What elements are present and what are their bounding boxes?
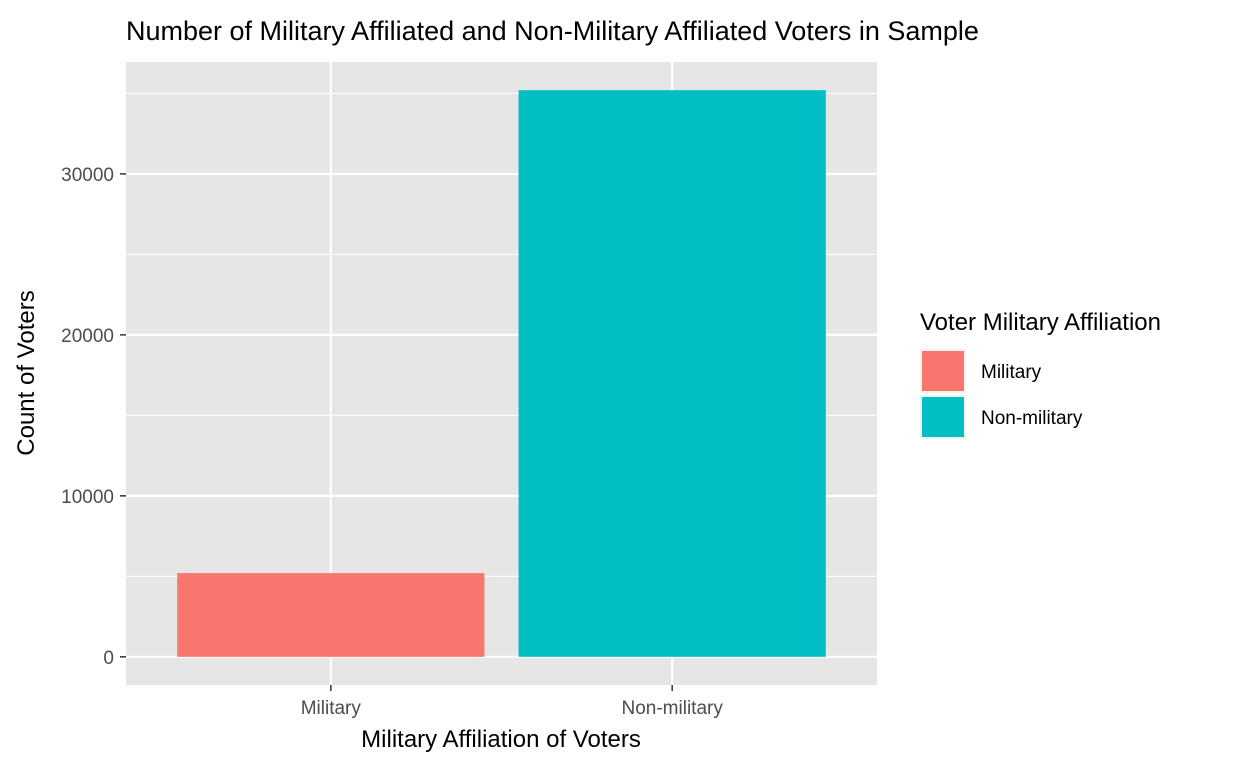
legend-item: Military <box>920 349 1042 393</box>
x-axis-title: Military Affiliation of Voters <box>361 726 641 753</box>
x-axis: Military Non-military <box>301 685 724 719</box>
y-tick-label: 30000 <box>61 165 114 186</box>
legend-title: Voter Military Affiliation <box>920 309 1161 336</box>
legend: Voter Military Affiliation Military Non-m… <box>920 309 1161 439</box>
legend-swatch <box>922 397 964 437</box>
y-tick-label: 10000 <box>61 487 114 508</box>
bar-non-military <box>519 90 826 657</box>
y-axis: 0 10000 20000 30000 <box>61 165 126 669</box>
bar-military <box>177 573 484 657</box>
legend-items: Military Non-military <box>920 349 1083 439</box>
x-tick-label: Military <box>301 698 362 719</box>
x-tick-label: Non-military <box>622 698 724 719</box>
legend-swatch <box>922 351 964 391</box>
y-tick-label: 0 <box>103 648 114 669</box>
legend-item: Non-military <box>920 395 1083 439</box>
legend-label: Non-military <box>981 408 1083 429</box>
chart-title: Number of Military Affiliated and Non-Mi… <box>126 16 979 46</box>
y-tick-label: 20000 <box>61 326 114 347</box>
legend-label: Military <box>981 362 1042 383</box>
y-axis-title: Count of Voters <box>13 290 40 455</box>
